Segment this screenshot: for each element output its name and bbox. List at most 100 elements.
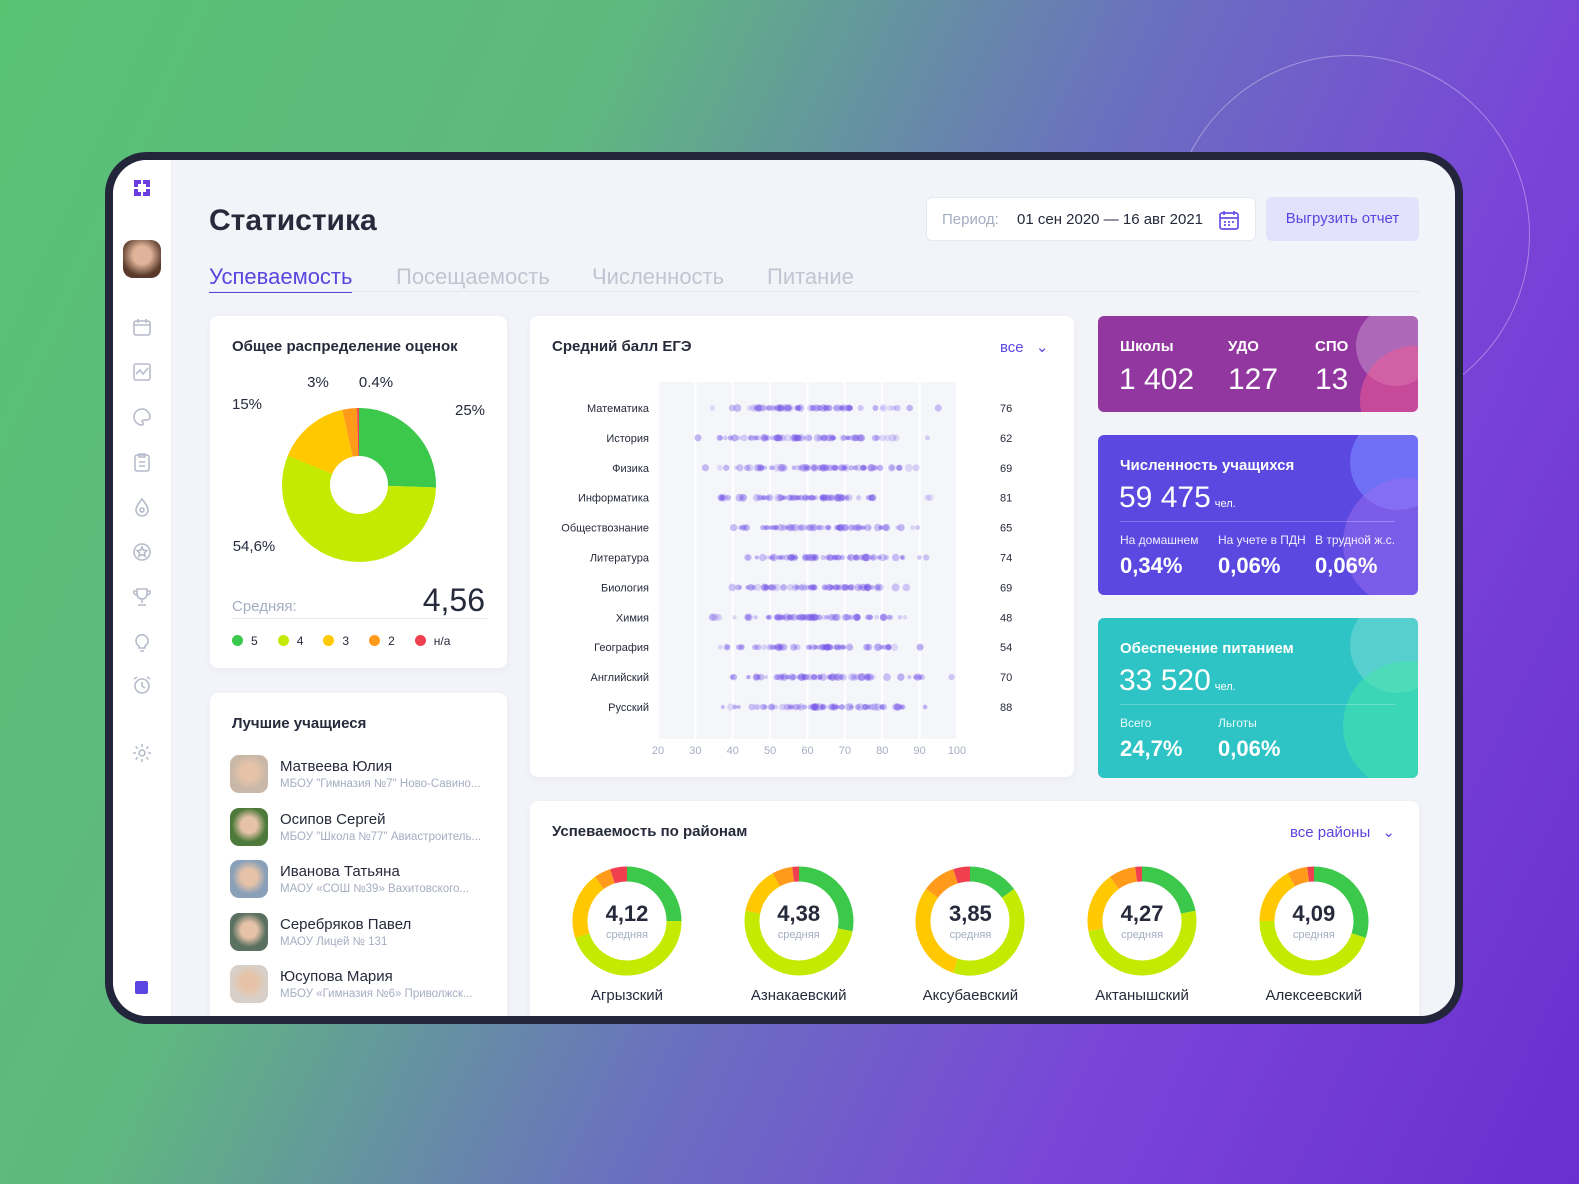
score-point	[830, 704, 836, 710]
score-point	[832, 584, 839, 591]
student-avatar[interactable]	[230, 860, 268, 898]
score-point	[735, 493, 744, 502]
score-point	[819, 495, 825, 501]
tab-attendance[interactable]: Посещаемость	[396, 264, 550, 289]
score-point	[854, 583, 863, 592]
score-point	[874, 435, 881, 441]
palette-icon[interactable]	[131, 406, 153, 428]
score-point	[808, 585, 814, 590]
score-point	[768, 583, 777, 591]
grades-slice-2[interactable]	[342, 408, 359, 457]
score-point	[830, 703, 839, 711]
score-point	[836, 554, 843, 561]
score-point	[879, 613, 888, 622]
student-name[interactable]: Серебряков Павел	[280, 915, 412, 933]
student-avatar[interactable]	[230, 807, 268, 846]
tab-nutrition[interactable]: Питание	[767, 264, 854, 289]
score-point	[821, 644, 828, 651]
score-point	[760, 434, 769, 442]
score-point	[863, 673, 872, 682]
score-point	[766, 584, 772, 590]
score-point	[891, 405, 897, 411]
score-point	[783, 554, 790, 561]
drop-icon[interactable]	[131, 496, 153, 518]
student-name[interactable]: Матвеева Юлия	[280, 758, 393, 775]
score-point	[844, 614, 851, 621]
student-name[interactable]: Юсупова Мария	[280, 968, 393, 985]
chart-icon[interactable]	[131, 361, 153, 383]
score-point	[796, 405, 802, 411]
district-slice	[926, 869, 959, 899]
bulb-icon[interactable]	[131, 631, 153, 653]
score-point	[806, 673, 813, 681]
clipboard-icon[interactable]	[131, 451, 153, 473]
trophy-icon[interactable]	[131, 586, 153, 608]
mean-value-label: 76	[1000, 403, 1012, 415]
score-point	[780, 675, 785, 680]
score-point	[789, 434, 798, 442]
score-point	[790, 643, 798, 651]
hardship-label: В трудной ж.с.	[1315, 533, 1396, 547]
score-point	[845, 585, 850, 590]
student-avatar[interactable]	[230, 965, 268, 1003]
districts-filter-dropdown[interactable]: все районы ⌄	[1290, 823, 1395, 841]
score-point	[694, 434, 702, 442]
period-picker[interactable]: Период: 01 сен 2020 — 16 авг 2021	[926, 197, 1256, 241]
district-average: 4,09	[1292, 901, 1336, 926]
tab-performance[interactable]: Успеваемость	[209, 264, 353, 293]
score-point	[810, 524, 816, 531]
score-point	[836, 644, 842, 650]
score-point	[807, 495, 813, 501]
ege-filter-dropdown[interactable]: все ⌄	[1000, 338, 1048, 356]
district-average-caption: средняя	[1292, 929, 1335, 941]
score-point	[883, 524, 891, 532]
export-report-button[interactable]: Выгрузить отчет	[1266, 197, 1419, 241]
district-average: 4,27	[1120, 901, 1164, 926]
score-point	[896, 464, 903, 471]
score-point	[868, 494, 876, 502]
score-point	[810, 673, 818, 681]
score-point	[744, 613, 752, 621]
score-point	[780, 555, 785, 560]
tab-headcount[interactable]: Численность	[592, 264, 725, 289]
calendar-icon[interactable]	[1218, 209, 1240, 231]
score-point	[826, 555, 831, 560]
score-point	[793, 555, 799, 560]
student-name[interactable]: Осипов Сергей	[280, 810, 386, 828]
district-item[interactable]: 3,85 средняя Аксубаевский	[910, 861, 1030, 1016]
logo-icon[interactable]	[131, 177, 153, 199]
grades-slice-5[interactable]	[357, 408, 436, 488]
score-point	[868, 464, 876, 472]
district-item[interactable]: 4,12 средняя Агрызский	[567, 861, 687, 1016]
score-point	[825, 645, 830, 650]
collapse-toggle[interactable]	[135, 981, 148, 994]
student-avatar[interactable]	[230, 912, 268, 951]
alarm-icon[interactable]	[131, 674, 153, 696]
score-point	[865, 584, 871, 591]
score-point	[752, 644, 759, 650]
score-point	[810, 404, 817, 412]
x-tick-label: 60	[801, 745, 813, 757]
score-point	[764, 555, 769, 560]
district-item[interactable]: 4,27 средняя Актанышский	[1082, 861, 1202, 1016]
district-item[interactable]: 4,09 средняя Алексеевский	[1254, 861, 1374, 1016]
score-point	[745, 585, 750, 590]
gear-icon[interactable]	[131, 742, 153, 764]
score-point	[865, 643, 873, 651]
score-point	[857, 404, 864, 412]
district-item[interactable]: 4,38 средняя Азнакаевский	[739, 861, 859, 1016]
student-avatar[interactable]	[230, 755, 268, 793]
star-icon[interactable]	[131, 541, 153, 563]
category-label: Литература	[590, 553, 650, 565]
district-slice	[969, 866, 1015, 899]
grades-slice-3[interactable]	[287, 409, 354, 476]
score-point	[842, 465, 848, 471]
period-value: 01 сен 2020 — 16 авг 2021	[1017, 211, 1204, 228]
avatar[interactable]	[123, 240, 161, 278]
calendar-icon[interactable]	[131, 316, 153, 338]
student-name[interactable]: Иванова Татьяна	[280, 863, 400, 880]
grades-slice-4[interactable]	[282, 455, 436, 562]
score-point	[853, 554, 859, 561]
score-point	[904, 463, 913, 472]
score-point	[892, 434, 900, 442]
